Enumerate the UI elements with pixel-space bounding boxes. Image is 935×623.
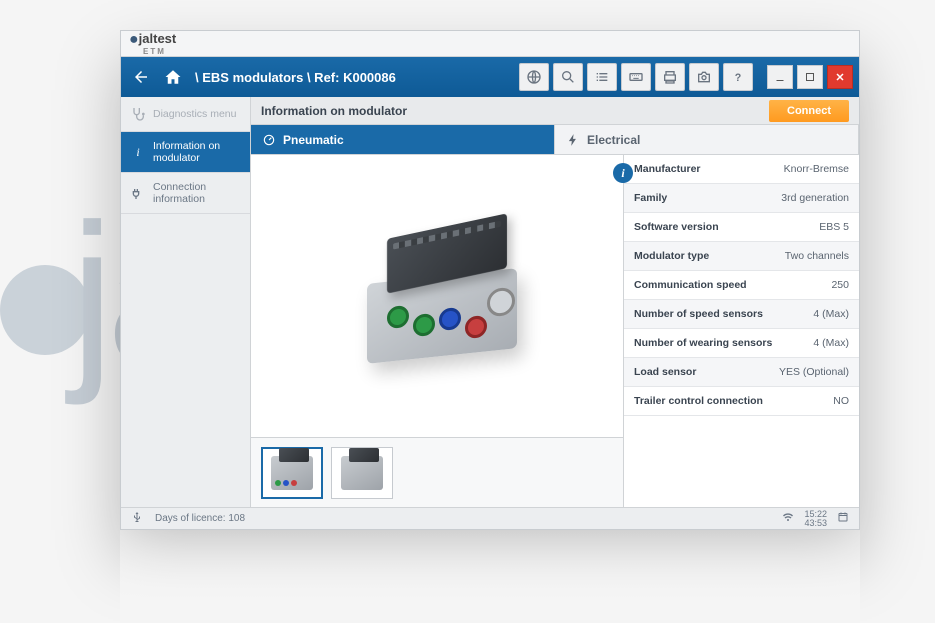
back-button[interactable] [127,63,155,91]
tab-pneumatic[interactable]: Pneumatic [251,125,555,154]
property-row: Manufacturer Knorr-Bremse [624,155,859,184]
home-button[interactable] [159,63,187,91]
connect-button[interactable]: Connect [769,100,849,122]
brand-name: jaltest [139,31,177,46]
property-key: Number of wearing sensors [634,337,772,349]
svg-text:?: ? [735,72,742,84]
sidebar-item-label: Information on modulator [153,140,242,164]
plug-icon [129,184,147,202]
main-panel: Information on modulator Connect Pneumat… [251,97,859,507]
stethoscope-icon [129,105,147,123]
property-key: Family [634,192,667,204]
thumbnail-strip [251,437,623,507]
tab-label: Pneumatic [283,133,344,147]
sidebar-item-connection[interactable]: Connection information [121,173,250,214]
close-button[interactable] [827,65,853,89]
sidebar-item-info[interactable]: i Information on modulator [121,132,250,173]
info-badge-icon[interactable]: i [613,163,633,183]
wifi-icon [782,511,794,526]
property-key: Load sensor [634,366,696,378]
property-key: Number of speed sensors [634,308,763,320]
sidebar-item-diagnostics: Diagnostics menu [121,97,250,132]
tab-strip: Pneumatic Electrical [251,125,859,155]
nav-bar: \ EBS modulators \ Ref: K000086 ? [121,57,859,97]
property-value: 3rd generation [781,192,849,204]
viewer-panel: i [251,155,624,507]
sidebar-item-label: Diagnostics menu [153,108,236,120]
property-value: EBS 5 [819,221,849,233]
svg-text:i: i [136,145,139,159]
property-row: Family 3rd generation [624,184,859,213]
main-title: Information on modulator [261,104,407,118]
maximize-button[interactable] [797,65,823,89]
property-row: Software version EBS 5 [624,213,859,242]
thumbnail-1[interactable] [261,447,323,499]
window-body: Diagnostics menu i Information on modula… [121,97,859,507]
property-key: Modulator type [634,250,709,262]
keyboard-icon[interactable] [621,63,651,91]
viewer-stage[interactable]: i [251,155,623,437]
brand-sub: ETM [143,47,176,56]
property-row: Number of speed sensors 4 (Max) [624,300,859,329]
sidebar: Diagnostics menu i Information on modula… [121,97,251,507]
property-value: YES (Optional) [779,366,849,378]
info-icon: i [129,143,147,161]
thumbnail-2[interactable] [331,447,393,499]
help-icon[interactable]: ? [723,63,753,91]
property-row: Trailer control connection NO [624,387,859,416]
minimize-button[interactable] [767,65,793,89]
main-header: Information on modulator Connect [251,97,859,125]
property-value: NO [833,395,849,407]
sidebar-item-label: Connection information [153,181,242,205]
app-window: ●jaltest ETM \ EBS modulators \ Ref: K00… [120,30,860,530]
gauge-icon [261,132,277,148]
property-key: Communication speed [634,279,747,291]
property-key: Manufacturer [634,163,701,175]
property-key: Trailer control connection [634,395,763,407]
app-logo: ●jaltest ETM [129,31,176,56]
property-key: Software version [634,221,719,233]
globe-icon[interactable] [519,63,549,91]
property-value: Knorr-Bremse [784,163,849,175]
property-row: Number of wearing sensors 4 (Max) [624,329,859,358]
list-icon[interactable] [587,63,617,91]
status-clock-2: 43:53 [804,519,827,528]
properties-panel: Manufacturer Knorr-Bremse Family 3rd genera… [624,155,859,507]
calendar-icon [837,511,849,526]
property-value: 4 (Max) [813,308,849,320]
property-row: Load sensor YES (Optional) [624,358,859,387]
content-area: i [251,155,859,507]
search-icon[interactable] [553,63,583,91]
bolt-icon [565,132,581,148]
property-row: Communication speed 250 [624,271,859,300]
breadcrumb: \ EBS modulators \ Ref: K000086 [195,70,396,85]
property-row: Modulator type Two channels [624,242,859,271]
print-icon[interactable] [655,63,685,91]
usb-icon [131,511,143,526]
tab-electrical[interactable]: Electrical [555,125,859,154]
property-value: Two channels [785,250,849,262]
tab-label: Electrical [587,133,640,147]
property-value: 250 [831,279,849,291]
title-bar: ●jaltest ETM [121,31,859,57]
status-bar: Days of licence: 108 15:22 43:53 [121,507,859,529]
camera-icon[interactable] [689,63,719,91]
device-illustration [347,216,527,376]
property-value: 4 (Max) [813,337,849,349]
status-licence: Days of licence: 108 [155,513,245,524]
